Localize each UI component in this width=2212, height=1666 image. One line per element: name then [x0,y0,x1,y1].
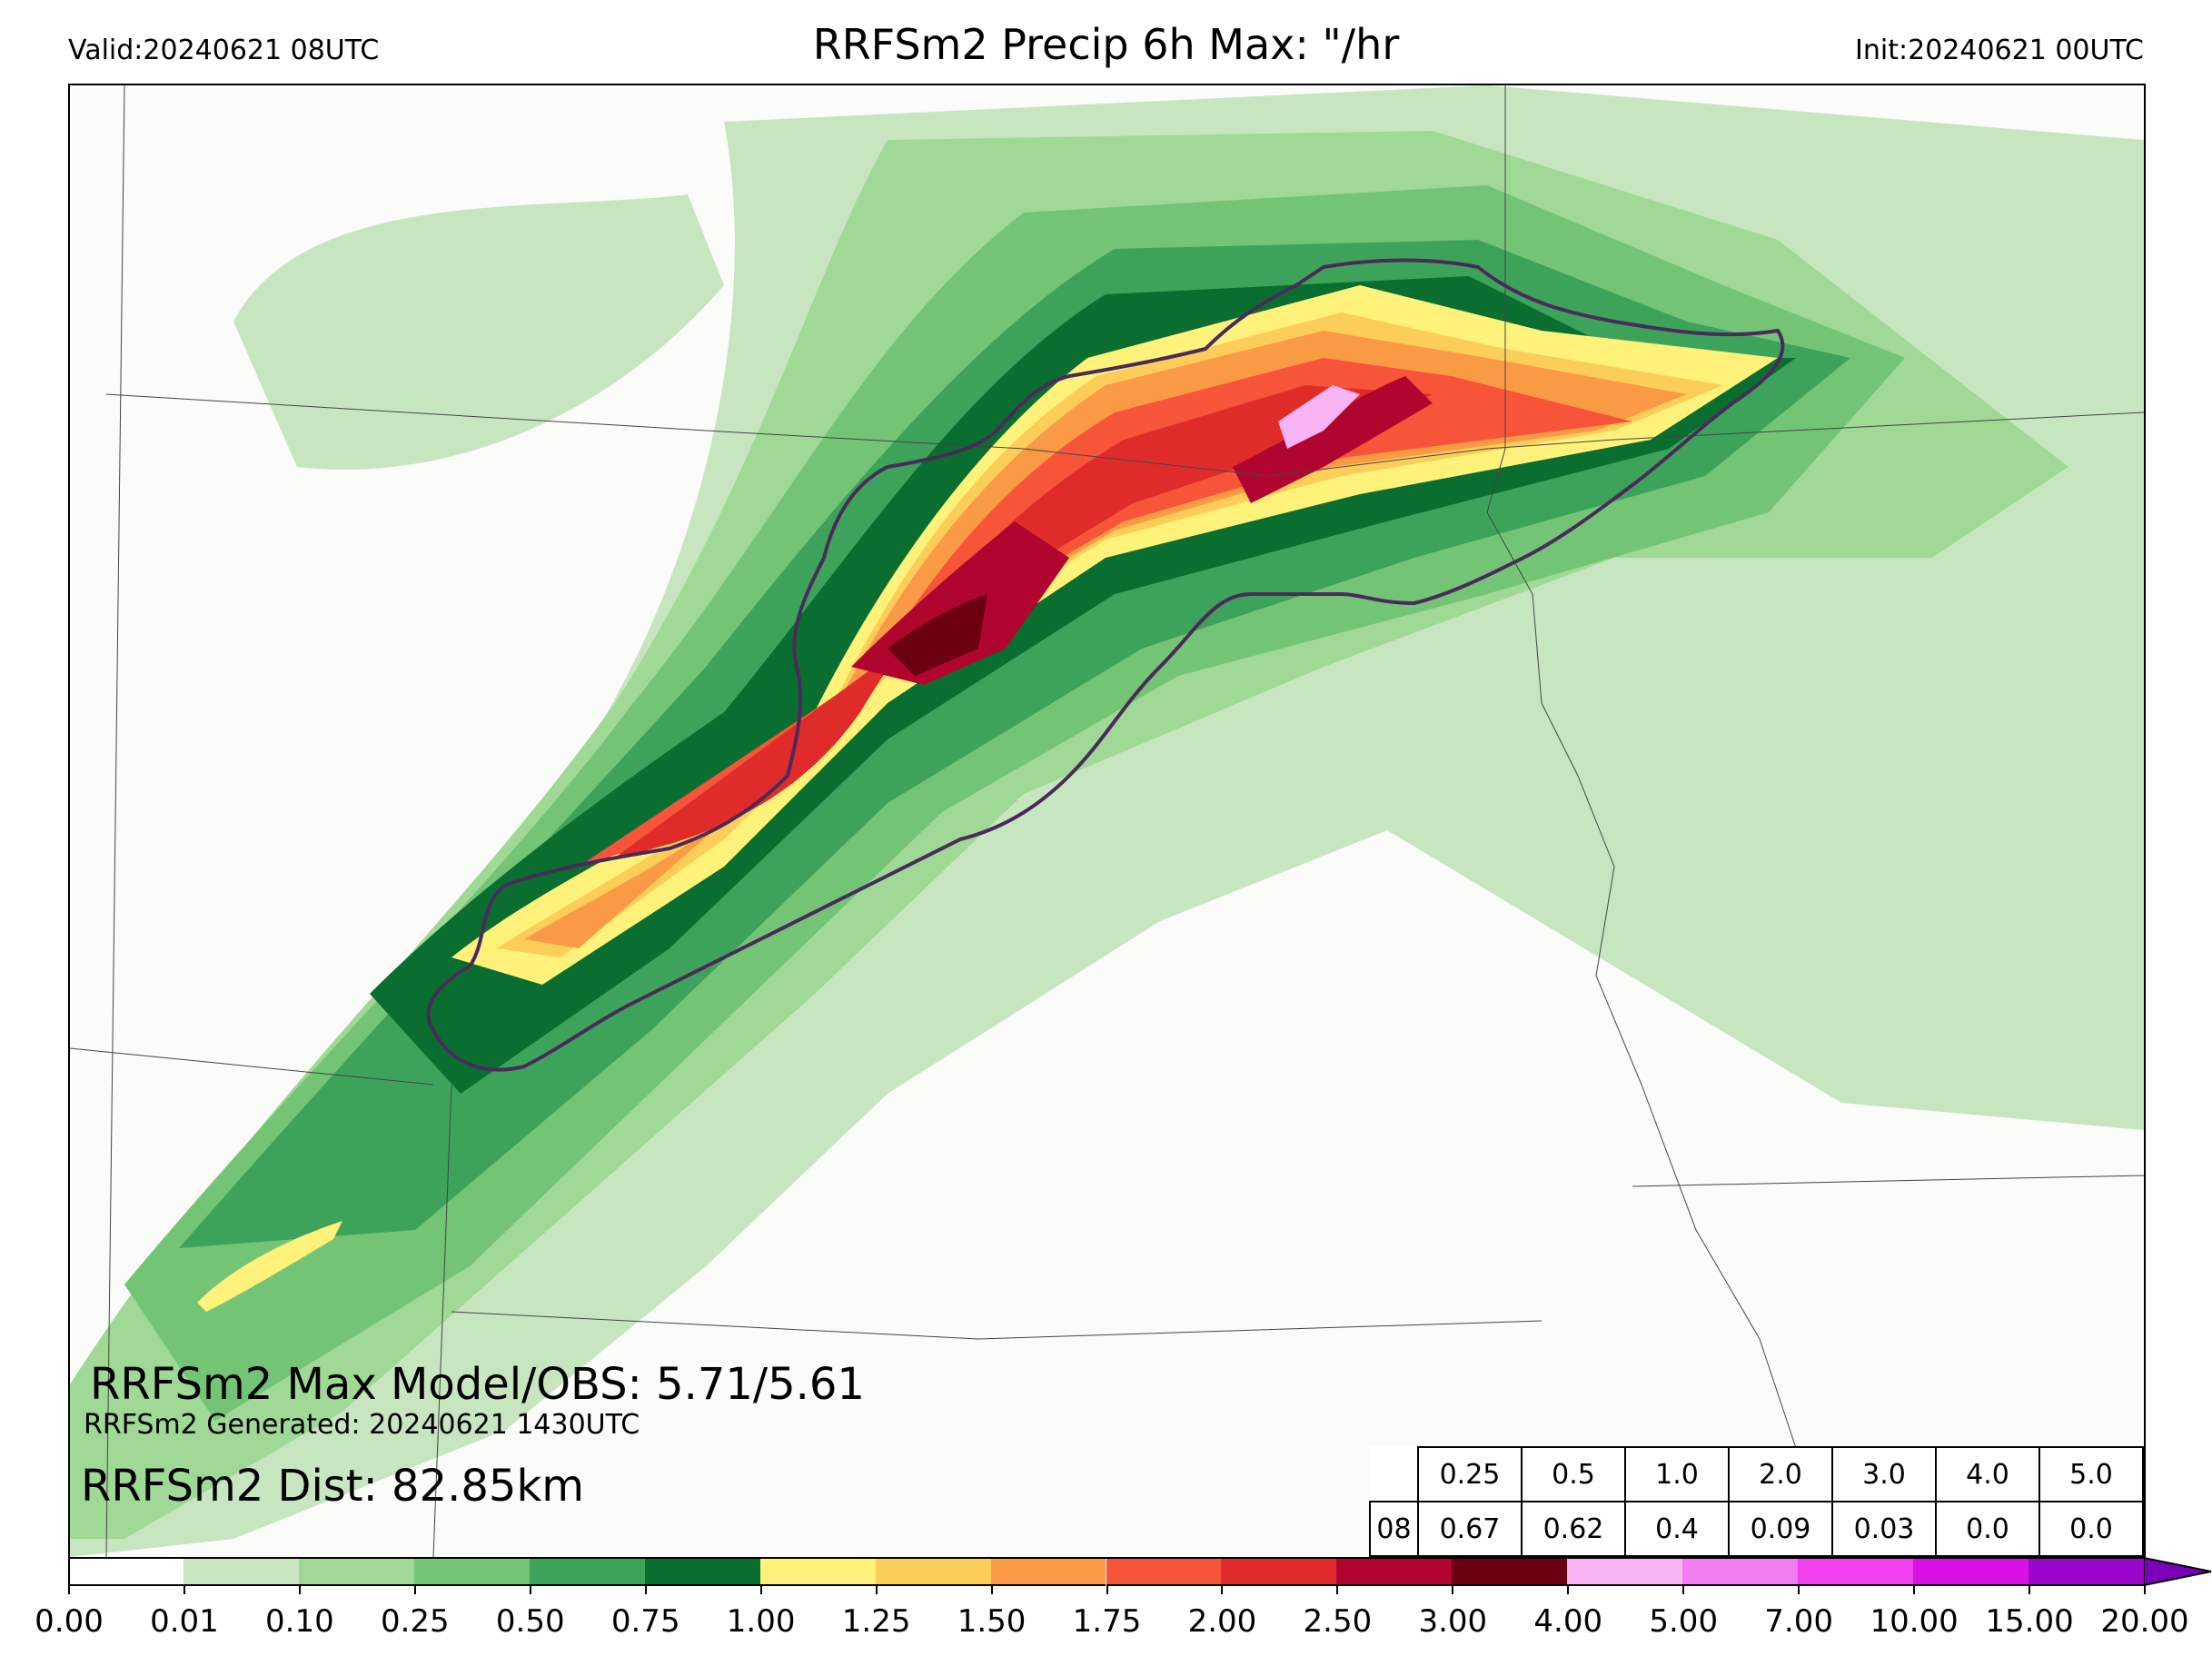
colorbar-tick-label: 0.75 [610,1603,680,1640]
colorbar-tick [298,1585,301,1594]
colorbar-tick-label: 7.00 [1764,1603,1834,1640]
colorbar-segment [413,1557,530,1586]
precip-contour-0.75 [370,276,1796,1094]
distance-stat: RRFSm2 Dist: 82.85km [81,1461,585,1512]
colorbar-segment [1798,1557,1914,1586]
colorbar-tick [1336,1585,1339,1594]
colorbar-tick [1221,1585,1224,1594]
colorbar-tick-label: 3.00 [1418,1603,1488,1640]
colorbar-segment [298,1557,414,1586]
colorbar-tick-label: 0.50 [495,1603,565,1640]
threshold-cell: 2.0 [1728,1446,1833,1502]
colorbar-tick [2028,1585,2031,1594]
colorbar-segment [529,1557,645,1586]
colorbar-segment [1682,1557,1799,1586]
colorbar-tick-label: 20.00 [2100,1603,2189,1640]
score-row: 08 0.67 0.62 0.4 0.09 0.03 0.0 0.0 [1369,1501,2144,1557]
colorbar-tick-label: 0.01 [150,1603,219,1640]
threshold-cell: 0.25 [1417,1446,1523,1502]
colorbar-segment [1452,1557,1568,1586]
colorbar-tick [1452,1585,1454,1594]
precip-contour-3.00 [888,594,987,676]
colorbar-tick [1913,1585,1916,1594]
threshold-cell: 4.0 [1935,1446,2040,1502]
threshold-row: 0.25 0.5 1.0 2.0 3.0 4.0 5.0 [1370,1446,2144,1502]
colorbar-segment [1221,1557,1337,1586]
colorbar-tick-label: 4.00 [1533,1603,1603,1640]
colorbar-tick-label: 0.25 [380,1603,450,1640]
colorbar-tick [183,1585,185,1594]
precip-contour-0.01-north [233,194,724,471]
colorbar-tick-label: 2.50 [1303,1603,1373,1640]
colorbar-tick-label: 0.00 [35,1603,104,1640]
colorbar-tick-label: 5.00 [1649,1603,1719,1640]
colorbar-tick-label: 15.00 [1985,1603,2074,1640]
score-cell: 0.4 [1624,1501,1730,1557]
score-cell: 0.0 [1935,1501,2040,1557]
verification-table: 0.25 0.5 1.0 2.0 3.0 4.0 5.0 08 0.67 0.6… [1369,1446,2144,1557]
light-green-east [1723,587,2144,994]
colorbar-tick [875,1585,878,1594]
colorbar-segment [759,1557,876,1586]
colorbar [68,1557,2212,1586]
hour-cell: 08 [1369,1501,1419,1557]
colorbar-tick-label: 10.00 [1870,1603,1959,1640]
precip-map: RRFSm2 Max Model/OBS: 5.71/5.61 RRFSm2 G… [68,84,2146,1559]
colorbar-segment [644,1557,760,1586]
colorbar-tick [68,1585,70,1594]
colorbar-tick [529,1585,531,1594]
score-cell: 0.0 [2038,1501,2144,1557]
colorbar-tick-label: 1.00 [726,1603,796,1640]
generated-time: RRFSm2 Generated: 20240621 1430UTC [84,1409,640,1441]
valid-time-label: Valid:20240621 08UTC [68,35,380,66]
threshold-cell: 1.0 [1624,1446,1730,1502]
score-cell: 0.67 [1417,1501,1523,1557]
yellow-band-south [197,1221,342,1312]
colorbar-segment [875,1557,991,1586]
colorbar-tick [413,1585,416,1594]
colorbar-tick [644,1585,647,1594]
colorbar-segment [1106,1557,1222,1586]
score-cell: 0.09 [1728,1501,1833,1557]
colorbar-tick-label: 0.10 [265,1603,334,1640]
precip-contour-2.00 [615,385,1433,858]
colorbar-tick [1106,1585,1108,1594]
colorbar-segment [1336,1557,1453,1586]
colorbar-tick [759,1585,762,1594]
colorbar-tick [1567,1585,1570,1594]
colorbar-segment [68,1557,185,1586]
colorbar-tick [990,1585,993,1594]
threshold-cell: 3.0 [1831,1446,1937,1502]
score-cell: 0.03 [1831,1501,1937,1557]
colorbar-tick [2144,1585,2146,1594]
colorbar-tick-label: 1.25 [841,1603,911,1640]
threshold-cell: 5.0 [2038,1446,2144,1502]
init-time-label: Init:20240621 00UTC [1855,35,2144,66]
colorbar-tick-label: 2.00 [1187,1603,1257,1640]
colorbar-extend-arrow [2144,1557,2212,1586]
colorbar-tick [1682,1585,1685,1594]
colorbar-segment [990,1557,1106,1586]
colorbar-segment [1913,1557,2029,1586]
precip-contour-4.00 [1278,385,1360,449]
precip-contour-1.00 [451,285,1778,985]
colorbar-segment [183,1557,299,1586]
colorbar-tick-label: 1.50 [957,1603,1027,1640]
colorbar-ticks: 0.00 0.01 0.10 0.25 0.50 0.75 1.00 1.25 1.50 1.75… [35,1585,2212,1640]
colorbar-segment [2028,1557,2144,1586]
colorbar-segment [1567,1557,1683,1586]
threshold-cell: 0.5 [1521,1446,1626,1502]
state-borders [70,85,2144,1557]
precip-contour-2.50b [1233,376,1433,503]
score-cell: 0.62 [1521,1501,1626,1557]
max-model-obs: RRFSm2 Max Model/OBS: 5.71/5.61 [90,1359,865,1410]
obs-contour [426,258,1785,1072]
map-title: RRFSm2 Precip 6h Max: "/hr [812,20,1400,69]
colorbar-tick [1798,1585,1800,1594]
colorbar-tick-label: 1.75 [1072,1603,1142,1640]
precip-field [70,85,2144,1557]
